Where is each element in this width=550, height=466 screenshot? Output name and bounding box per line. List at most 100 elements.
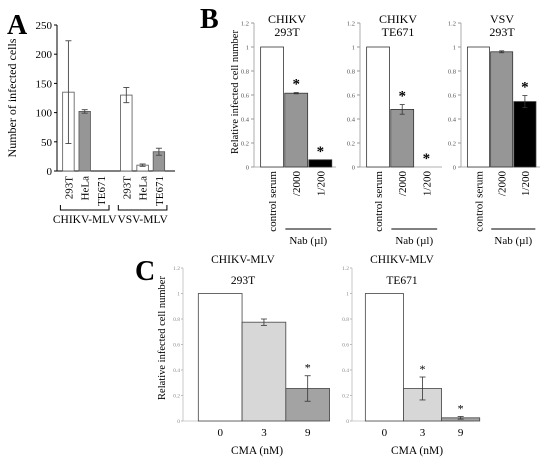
y-tick-label: 0.8 — [342, 317, 349, 323]
group-bracket — [59, 205, 110, 211]
chart-b-chikv-293t: 0 0.2 0.4 0.6 0.8 1 1.2 CHIKV 293T Relative infec… — [230, 12, 336, 247]
y-tick-label: 0.6 — [347, 93, 356, 100]
y-axis-label: Number of infected cells — [5, 38, 19, 157]
significance-mark: * — [521, 80, 529, 96]
x-tick-label: 1/200 — [315, 171, 327, 197]
y-tick-label: 0.2 — [241, 141, 249, 148]
bar — [241, 321, 287, 422]
y-tick-label: 50 — [41, 137, 53, 149]
bar — [364, 293, 404, 422]
y-tick-label: 0.6 — [173, 343, 180, 349]
x-tick-label: control serum — [473, 171, 485, 232]
x-tick-label: TE671 — [154, 176, 166, 206]
y-tick-label: 0 — [47, 166, 53, 178]
y-tick-label: 1.2 — [241, 21, 249, 28]
bar — [260, 46, 284, 168]
significance-mark: * — [398, 89, 406, 105]
x-tick-label: TE671 — [96, 176, 108, 206]
y-tick-label: 1 — [352, 45, 355, 52]
panel-label-a: A — [7, 10, 28, 41]
y-tick-label: 0.6 — [342, 343, 349, 349]
x-tick-label: /2000 — [397, 171, 409, 197]
y-tick-label: 0 — [346, 419, 349, 425]
y-tick-label: 1.2 — [173, 266, 180, 272]
nab-label: Nab (µl) — [289, 235, 327, 247]
x-axis-label: CMA (nM) — [391, 445, 443, 457]
group-label: CHIKV-MLV — [53, 214, 117, 226]
chart-b-vsv-293t: 0 0.2 0.4 0.6 0.8 1 1.2 VSV 293T control serum/20… — [448, 12, 540, 247]
y-tick-label: 200 — [36, 49, 53, 61]
y-tick-label: 150 — [36, 78, 53, 90]
chart-title: CHIKV-MLV TE671 — [370, 254, 434, 287]
chart-c-cma-te671: 0 0.2 0.4 0.6 0.8 1 1.2 CHIKV-MLV TE671 0 * 3 * 9 CMA … — [342, 254, 481, 457]
y-tick-label: 1.2 — [342, 266, 349, 272]
x-tick-label: 0 — [217, 427, 223, 439]
group-label: VSV-MLV — [117, 214, 168, 226]
significance-mark: * — [305, 361, 311, 375]
bar — [466, 46, 490, 168]
y-tick-label: 0.4 — [448, 117, 457, 124]
x-tick-label: 0 — [382, 427, 388, 439]
chart-c-cma-293t: 0 0.2 0.4 0.6 0.8 1 1.2 CHIKV-MLV 293T Relative i… — [157, 254, 330, 457]
y-tick-label: 1.2 — [448, 21, 456, 28]
x-tick-label: 293T — [63, 176, 75, 200]
y-tick-label: 0.6 — [448, 93, 457, 100]
y-tick-label: 100 — [36, 108, 53, 120]
y-tick-label: 0.4 — [342, 368, 349, 374]
y-tick-label: 0.2 — [448, 141, 456, 148]
significance-mark: * — [458, 402, 464, 416]
y-tick-label: 0.4 — [241, 117, 250, 124]
panel-label-b: B — [200, 4, 219, 35]
significance-mark: * — [317, 144, 325, 160]
y-tick-label: 0 — [246, 165, 249, 172]
y-tick-label: 0 — [453, 165, 456, 172]
chart-title: CHIKV 293T — [268, 12, 306, 39]
bar — [120, 94, 133, 172]
group-bracket — [117, 205, 168, 211]
y-tick-label: 0.8 — [347, 69, 355, 76]
y-tick-label: 0.6 — [241, 93, 250, 100]
bar — [513, 101, 537, 168]
x-tick-label: /2000 — [497, 171, 509, 197]
x-tick-label: 1/200 — [520, 171, 532, 197]
y-tick-label: 0.2 — [342, 394, 349, 400]
y-tick-label: 1 — [453, 45, 456, 52]
x-tick-label: /2000 — [291, 171, 303, 197]
nab-label: Nab (µl) — [494, 235, 532, 247]
significance-mark: * — [423, 151, 431, 167]
bar — [308, 159, 333, 168]
x-tick-label: control serum — [267, 171, 279, 232]
bar — [78, 111, 91, 172]
y-tick-label: 0.8 — [448, 69, 456, 76]
chart-a-infected-cells: 0 50 100 150 200 250 Number of infected cells 2… — [5, 20, 175, 226]
bar — [284, 92, 309, 168]
x-tick-label: 9 — [305, 427, 311, 439]
y-tick-label: 0.8 — [173, 317, 180, 323]
significance-mark: * — [292, 77, 300, 93]
bar — [197, 293, 243, 422]
x-axis-label: CMA (nM) — [231, 445, 283, 457]
chart-title: VSV 293T — [489, 12, 515, 39]
y-axis-label: Relative infected cell number — [230, 30, 241, 154]
chart-title: CHIKV TE671 — [379, 12, 417, 39]
x-tick-label: 9 — [458, 427, 464, 439]
y-tick-label: 1 — [177, 292, 180, 298]
chart-b-chikv-te671: 0 0.2 0.4 0.6 0.8 1 1.2 CHIKV TE671 control serum… — [347, 12, 442, 247]
y-tick-label: 1 — [246, 45, 249, 52]
x-tick-label: 3 — [420, 427, 426, 439]
x-tick-label: HeLa — [80, 176, 92, 201]
y-tick-label: 1.2 — [347, 21, 355, 28]
significance-mark: * — [420, 362, 426, 376]
panel-label-c: C — [135, 256, 155, 287]
x-tick-label: 293T — [121, 176, 133, 200]
x-tick-label: 1/200 — [421, 171, 433, 197]
y-tick-label: 0.4 — [173, 368, 180, 374]
chart-title: CHIKV-MLV 293T — [211, 254, 275, 287]
x-tick-label: control serum — [373, 171, 385, 232]
y-tick-label: 0 — [352, 165, 355, 172]
y-axis-label: Relative infected cell number — [157, 276, 168, 400]
y-tick-label: 0 — [177, 419, 180, 425]
x-tick-label: 3 — [261, 427, 267, 439]
